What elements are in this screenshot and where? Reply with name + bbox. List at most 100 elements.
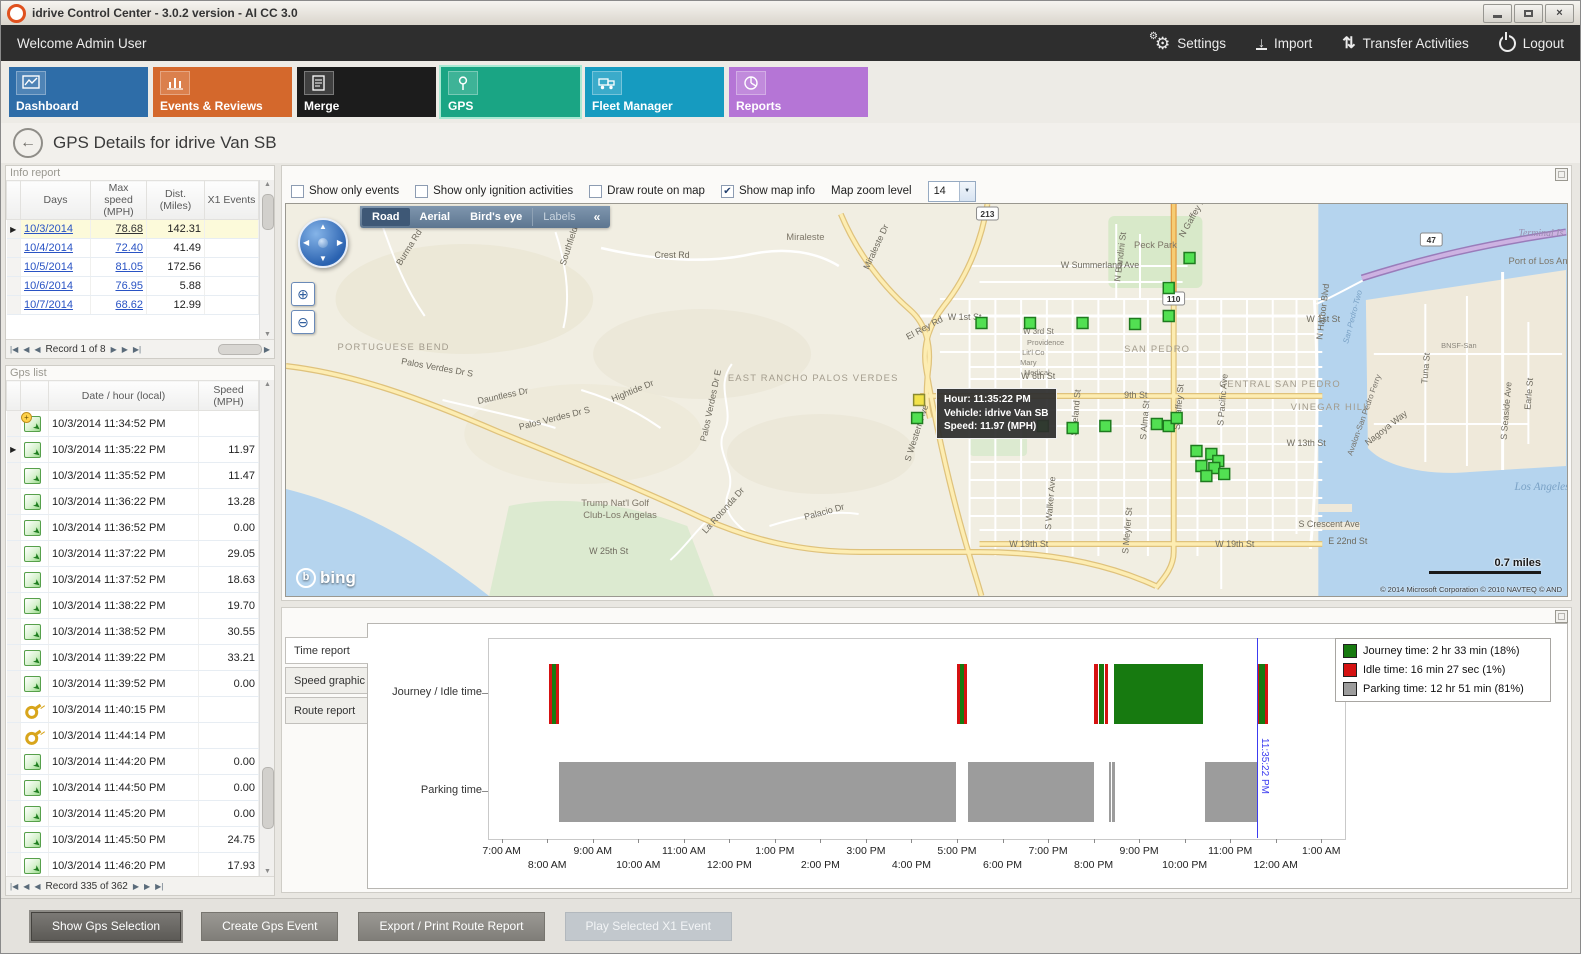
datetime-cell[interactable]: 10/3/2014 11:46:20 PM [48, 852, 199, 876]
gps-list-row[interactable]: 10/3/2014 11:44:50 PM0.00 [6, 774, 259, 801]
datetime-cell[interactable]: 10/3/2014 11:44:20 PM [48, 748, 199, 775]
parking-bar[interactable] [967, 762, 1094, 822]
datetime-cell[interactable]: 10/3/2014 11:38:52 PM [48, 618, 199, 645]
col-days[interactable]: Days [20, 180, 91, 220]
pan-north-icon[interactable]: ▲ [319, 222, 327, 231]
checkbox-show-only-ignition-activities[interactable]: Show only ignition activities [415, 184, 573, 198]
last-record-button[interactable]: ▶| [155, 881, 164, 891]
last-record-button[interactable]: ▶| [132, 344, 142, 354]
tab-speed-graphic[interactable]: Speed graphic [285, 667, 367, 694]
prev-record-button[interactable]: ◀ [34, 881, 41, 891]
idle-bar[interactable] [555, 664, 559, 724]
datetime-cell[interactable]: 10/3/2014 11:36:52 PM [48, 514, 199, 541]
gps-list-row[interactable]: 10/3/2014 11:39:52 PM0.00 [6, 670, 259, 697]
gps-marker[interactable] [1200, 469, 1213, 483]
tab-fleet-manager[interactable]: Fleet Manager [585, 67, 724, 117]
datetime-cell[interactable]: 10/3/2014 11:34:52 PM [48, 410, 199, 437]
first-record-button[interactable]: |◀ [10, 881, 19, 891]
day-link[interactable]: 10/3/2014 [24, 223, 73, 235]
col-datetime[interactable]: Date / hour (local) [48, 380, 199, 411]
gps-marker[interactable] [1218, 467, 1231, 481]
journey-bar[interactable] [959, 664, 965, 724]
minimize-button[interactable] [1483, 3, 1512, 23]
max-speed-link[interactable]: 81.05 [115, 261, 143, 273]
gps-list-row[interactable]: 10/3/2014 11:40:15 PM [6, 696, 259, 723]
idle-bar[interactable] [1104, 664, 1109, 724]
checkbox-unchecked-icon[interactable] [415, 184, 429, 198]
idle-bar[interactable] [956, 664, 960, 724]
max-speed-link[interactable]: 76.95 [115, 280, 143, 292]
parking-bar[interactable] [1112, 762, 1115, 822]
prev-page-button[interactable]: ◀ [23, 344, 30, 354]
hscroll-right-icon[interactable]: ▶ [263, 344, 270, 354]
checkbox-show-map-info[interactable]: ✔ Show map info [720, 184, 815, 198]
info-report-row[interactable]: 10/4/2014 72.40 41.49 [6, 238, 259, 258]
parking-bar[interactable] [1205, 762, 1258, 822]
datetime-cell[interactable]: 10/3/2014 11:39:52 PM [48, 670, 199, 697]
gps-marker[interactable] [1162, 419, 1175, 433]
col-distance[interactable]: Dist. (Miles) [146, 180, 205, 220]
scrollbar-thumb[interactable] [262, 194, 274, 230]
map-viewbar-collapse-button[interactable]: « [593, 210, 601, 224]
info-report-scrollbar[interactable]: ▲ ▼ [259, 180, 274, 339]
day-link[interactable]: 10/4/2014 [24, 242, 73, 254]
checkbox-draw-route-on-map[interactable]: Draw route on map [589, 184, 705, 198]
gps-marker[interactable] [1150, 417, 1164, 431]
parking-bar[interactable] [1108, 762, 1112, 822]
datetime-cell[interactable]: 10/3/2014 11:36:22 PM [48, 488, 199, 515]
compass-center[interactable] [318, 238, 328, 248]
hscrollbar-thumb[interactable] [217, 343, 262, 355]
day-link[interactable]: 10/6/2014 [24, 280, 73, 292]
gps-list-row[interactable]: 10/3/2014 11:36:52 PM0.00 [6, 514, 259, 541]
map-view-aerial-button[interactable]: Aerial [419, 211, 451, 223]
gps-marker[interactable] [1170, 411, 1183, 425]
col-x1-events[interactable]: X1 Events [204, 180, 259, 220]
datetime-cell[interactable]: 10/3/2014 11:37:22 PM [48, 540, 199, 567]
map-view-labels-button[interactable]: Labels [532, 208, 585, 226]
datetime-cell[interactable]: 10/3/2014 11:45:20 PM [48, 800, 199, 827]
max-speed-link[interactable]: 72.40 [115, 242, 143, 254]
tab-time-report[interactable]: Time report [285, 637, 368, 664]
idle-bar[interactable] [1094, 664, 1099, 724]
parking-bar[interactable] [559, 762, 957, 822]
datetime-cell[interactable]: 10/3/2014 11:44:14 PM [48, 722, 199, 749]
logout-button[interactable]: Logout [1498, 31, 1564, 52]
next-record-button[interactable]: ▶ [110, 344, 117, 354]
first-record-button[interactable]: |◀ [10, 344, 19, 354]
day-link[interactable]: 10/5/2014 [24, 261, 73, 273]
gps-marker[interactable] [1066, 421, 1079, 435]
tab-reports[interactable]: Reports [729, 67, 868, 117]
gps-marker[interactable] [1023, 316, 1037, 330]
tab-gps[interactable]: GPS [441, 67, 580, 117]
selected-gps-marker[interactable] [912, 393, 926, 407]
map[interactable]: 213 110 47 Miraleste Peck Park W Summerland … [285, 203, 1568, 597]
gps-marker[interactable] [1183, 251, 1196, 265]
datetime-cell[interactable]: 10/3/2014 11:38:22 PM [48, 592, 199, 619]
gps-marker[interactable] [910, 411, 924, 425]
checkbox-show-only-events[interactable]: Show only events [291, 184, 399, 198]
max-speed-link[interactable]: 68.62 [115, 299, 143, 311]
journey-bar[interactable] [1099, 664, 1104, 724]
info-report-row[interactable]: 10/7/2014 68.62 12.99 [6, 295, 259, 315]
map-canvas[interactable]: 213 110 47 Miraleste Peck Park W Summerland … [286, 204, 1567, 596]
tab-merge[interactable]: Merge [297, 67, 436, 117]
collapse-chart-panel-button[interactable] [1555, 610, 1568, 623]
next-page-button[interactable]: ▶ [143, 881, 151, 891]
close-button[interactable]: × [1545, 3, 1574, 23]
play-selected-x1-event-button[interactable]: Play Selected X1 Event [564, 911, 732, 941]
pan-west-icon[interactable]: ◀ [303, 238, 310, 247]
gps-list-row[interactable]: 10/3/2014 11:34:52 PM [6, 410, 259, 437]
back-button[interactable]: ← [13, 128, 43, 158]
gps-list-row[interactable]: 10/3/2014 11:44:20 PM0.00 [6, 748, 259, 775]
datetime-cell[interactable]: 10/3/2014 11:44:50 PM [48, 774, 199, 801]
col-max-speed[interactable]: Max speed (MPH) [90, 180, 147, 220]
collapse-map-panel-button[interactable] [1555, 168, 1568, 181]
gps-marker[interactable] [1128, 317, 1142, 331]
pan-south-icon[interactable]: ▼ [319, 254, 327, 263]
